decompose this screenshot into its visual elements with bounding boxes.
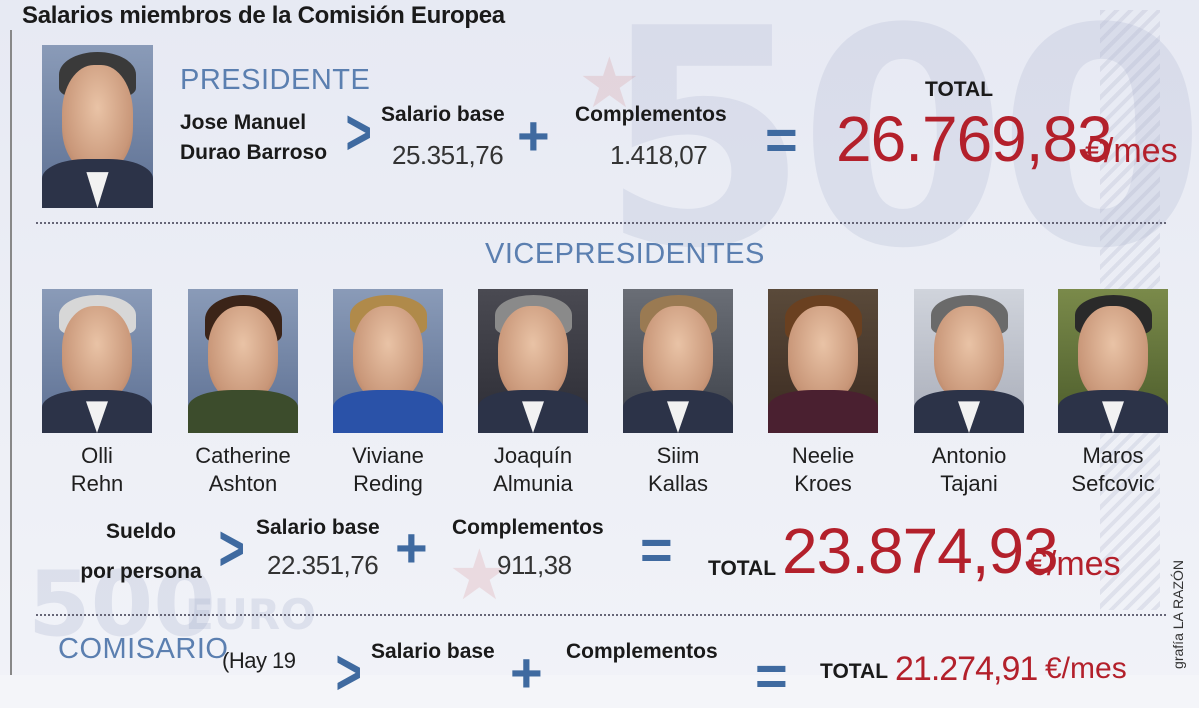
comisario-heading: COMISARIO (58, 633, 229, 665)
presidente-name-line2: Durao Barroso (180, 141, 328, 164)
photo-sefcovic (1058, 289, 1168, 433)
presidente-total-value: 26.769,83 (836, 103, 1113, 175)
presidente-name: Jose Manuel Durao Barroso (180, 108, 327, 168)
presidente-salario-label: Salario base (381, 103, 505, 126)
sueldo-line1: Sueldo (105, 520, 176, 543)
photo-barroso (42, 45, 153, 208)
vp-last-name: Kroes (794, 471, 852, 496)
vp-first-name: Antonio (931, 443, 1007, 468)
equals-icon: = (640, 518, 673, 581)
photo-almunia (478, 289, 588, 433)
vp-salario-value: 22.351,76 (267, 550, 379, 580)
credit-label: grafía LA RAZÓN (1170, 560, 1186, 669)
presidente-heading: PRESIDENTE (180, 64, 371, 96)
presidente-total-label: TOTAL (925, 78, 994, 101)
plus-icon: + (517, 104, 550, 167)
vp-name-rehn: Olli Rehn (37, 442, 157, 498)
page-title: Salarios miembros de la Comisión Europea (22, 2, 505, 29)
photo-rehn (42, 289, 152, 433)
vp-first-name: Catherine (195, 443, 291, 468)
vp-complementos-label: Complementos (452, 516, 604, 539)
sueldo-por-persona: Sueldo por persona (76, 512, 206, 592)
comisario-complementos-label: Complementos (566, 640, 718, 663)
vp-complementos-value: 911,38 (497, 550, 572, 580)
plus-icon: + (510, 641, 543, 704)
comisario-note: (Hay 19 (222, 648, 296, 673)
vp-total-label: TOTAL (708, 557, 777, 580)
photo-kallas (623, 289, 733, 433)
banknote-star: ★ (578, 44, 641, 122)
photo-ashton (188, 289, 298, 433)
vp-salario-label: Salario base (256, 516, 380, 539)
chevron-right-icon: > (218, 512, 245, 584)
presidente-name-line1: Jose Manuel (180, 111, 307, 134)
banknote-watermark-numeral-small: 500 (28, 552, 216, 657)
photo-tajani (914, 289, 1024, 433)
vp-last-name: Tajani (940, 471, 998, 496)
vp-name-kroes: Neelie Kroes (763, 442, 883, 498)
comisario-total-label: TOTAL (820, 660, 889, 683)
vp-name-reding: Viviane Reding (328, 442, 448, 498)
banknote-watermark-numeral: 500 (600, 0, 1199, 314)
vp-first-name: Joaquín (493, 443, 573, 468)
vp-last-name: Sefcovic (1071, 471, 1155, 496)
vp-first-name: Maros (1082, 443, 1144, 468)
vp-first-name: Siim (656, 443, 700, 468)
vp-name-tajani: Antonio Tajani (909, 442, 1029, 498)
presidente-complementos-value: 1.418,07 (610, 140, 708, 170)
photo-reding (333, 289, 443, 433)
vp-total-unit: €/mes (1028, 545, 1121, 583)
photo-kroes (768, 289, 878, 433)
equals-icon: = (765, 108, 798, 171)
vp-name-almunia: Joaquín Almunia (473, 442, 593, 498)
vicepresidentes-heading: VICEPRESIDENTES (485, 238, 765, 270)
plus-icon: + (395, 516, 428, 579)
chevron-right-icon: > (335, 636, 362, 708)
vp-last-name: Rehn (70, 471, 124, 496)
section-divider (36, 614, 1166, 616)
vp-name-ashton: Catherine Ashton (183, 442, 303, 498)
banknote-star: ★ (448, 536, 511, 614)
comisario-total-value: 21.274,91 (895, 650, 1038, 688)
vp-last-name: Ashton (208, 471, 278, 496)
vp-last-name: Almunia (493, 471, 573, 496)
presidente-total-unit: €/mes (1085, 132, 1178, 170)
vp-name-kallas: Siim Kallas (618, 442, 738, 498)
comisario-total-unit: €/mes (1045, 652, 1127, 685)
presidente-complementos-label: Complementos (575, 103, 727, 126)
vp-last-name: Reding (353, 471, 423, 496)
comisario-salario-label: Salario base (371, 640, 495, 663)
section-divider (36, 222, 1166, 224)
chevron-right-icon: > (345, 96, 372, 168)
vp-total-value: 23.874,93 (782, 515, 1059, 587)
presidente-salario-value: 25.351,76 (392, 140, 504, 170)
left-rule (10, 30, 12, 675)
sueldo-line2: por persona (80, 560, 202, 583)
equals-icon: = (755, 644, 788, 707)
vp-first-name: Neelie (791, 443, 855, 468)
vp-name-sefcovic: Maros Sefcovic (1053, 442, 1173, 498)
vp-first-name: Olli (81, 443, 113, 468)
vp-last-name: Kallas (648, 471, 708, 496)
vp-first-name: Viviane (352, 443, 424, 468)
